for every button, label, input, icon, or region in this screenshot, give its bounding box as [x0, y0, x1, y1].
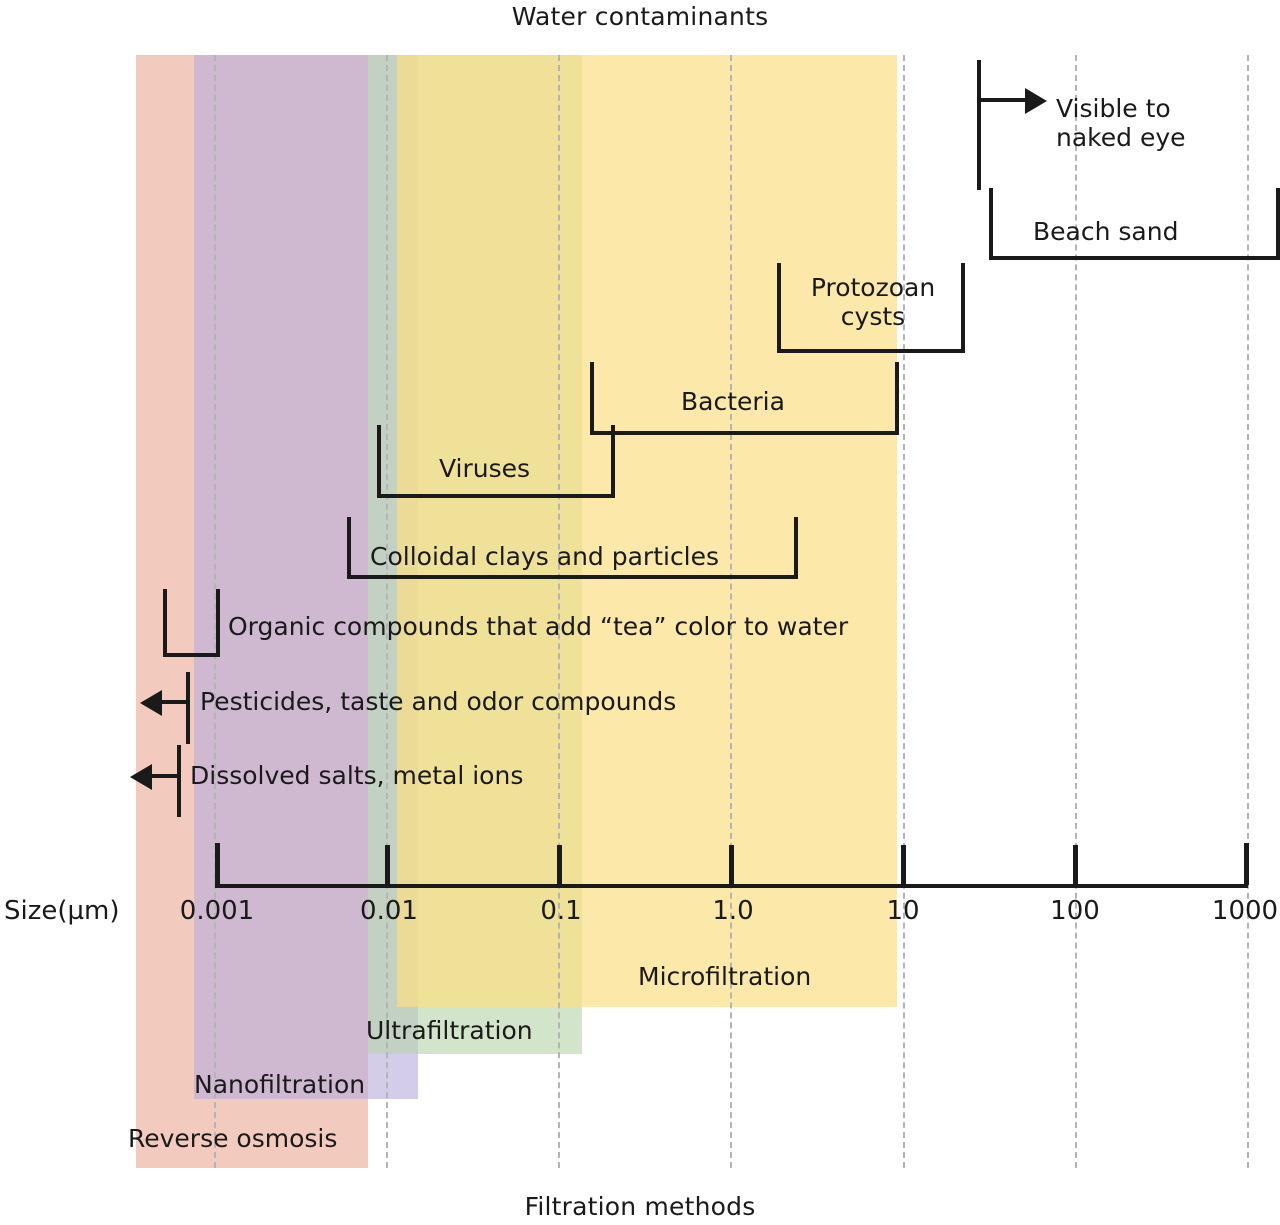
- bracket-label-bacteria: Bacteria: [681, 387, 785, 416]
- beach-sand-bar: [989, 256, 1280, 260]
- bracket-bacteria: [590, 362, 899, 435]
- colloidal-right-stem: [794, 517, 798, 579]
- axis-tick-10: [901, 845, 906, 885]
- axis-label-100: 100: [1050, 896, 1100, 926]
- page-title: Water contaminants: [511, 2, 769, 31]
- bracket-label-colloidal-clays: Colloidal clays and particles: [370, 542, 720, 571]
- bracket-protozoan-cysts: [777, 263, 965, 353]
- bracket-label-beach-sand: Beach sand: [1033, 217, 1179, 246]
- bracket-label-dissolved-salts: Dissolved salts, metal ions: [190, 761, 524, 790]
- bracket-beach-sand: [989, 188, 1280, 260]
- viruses-right-stem: [611, 425, 615, 498]
- axis-tick-0.1: [557, 845, 562, 885]
- organic-left-stem: [163, 589, 167, 657]
- axis-label-10: 10: [886, 896, 920, 926]
- arrow-right-icon: [1025, 88, 1047, 114]
- bacteria-right-stem: [895, 362, 899, 435]
- bracket-label-viruses: Viruses: [439, 454, 531, 483]
- band-label-microfiltration: Microfiltration: [638, 962, 812, 991]
- band-label-reverse-osmosis: Reverse osmosis: [128, 1124, 338, 1153]
- gridline-100: [1075, 55, 1077, 1168]
- bracket-label-pesticides: Pesticides, taste and odor compounds: [200, 687, 677, 716]
- axis-tick-100: [1073, 845, 1078, 885]
- gridline-1000: [1247, 55, 1249, 1168]
- axis-tick-1000: [1244, 843, 1249, 885]
- organic-right-stem: [216, 589, 220, 657]
- viruses-left-stem: [377, 425, 381, 498]
- size-axis-line: [215, 884, 1248, 888]
- salts-stem: [177, 745, 181, 817]
- gridline-10: [903, 55, 905, 1168]
- bracket-label-organic-compounds: Organic compounds that add “tea” color t…: [228, 612, 849, 641]
- bacteria-bar: [590, 431, 899, 435]
- beach-sand-left-stem: [989, 188, 993, 260]
- arrow-left-icon: [130, 764, 152, 790]
- beach-sand-right-stem: [1276, 188, 1280, 260]
- protozoan-bar: [777, 349, 965, 353]
- band-microfiltration: [397, 55, 897, 1007]
- axis-label-1.0: 1.0: [712, 896, 754, 926]
- salts-arrow-shaft: [145, 774, 178, 778]
- axis-tick-1.0: [729, 845, 734, 885]
- axis-label-1000: 1000: [1211, 896, 1279, 926]
- axis-caption: Size(µm): [4, 896, 120, 926]
- visible-arrow-shaft: [977, 98, 1029, 102]
- bracket-label-protozoan-cysts: Protozoan cysts: [810, 273, 936, 331]
- colloidal-left-stem: [347, 517, 351, 579]
- protozoan-right-stem: [961, 263, 965, 353]
- bacteria-left-stem: [590, 362, 594, 435]
- axis-label-0.1: 0.1: [540, 896, 582, 926]
- axis-tick-0.01: [385, 845, 390, 885]
- gridline-1.0: [730, 55, 732, 1168]
- pesticides-stem: [186, 672, 190, 744]
- viruses-bar: [377, 494, 615, 498]
- colloidal-bar: [347, 575, 798, 579]
- axis-tick-0.001: [215, 843, 220, 885]
- visible-stem: [977, 60, 981, 190]
- axis-label-0.001: 0.001: [179, 896, 255, 926]
- pesticides-arrow-shaft: [155, 700, 188, 704]
- organic-bar: [163, 653, 220, 657]
- gridline-0.1: [558, 55, 560, 1168]
- bracket-colloidal-clays: [347, 517, 798, 579]
- footer-title: Filtration methods: [524, 1192, 756, 1221]
- bracket-organic-compounds: [163, 589, 220, 657]
- band-label-ultrafiltration: Ultrafiltration: [366, 1016, 533, 1045]
- gridline-0.001: [214, 55, 216, 1168]
- bracket-viruses: [377, 425, 615, 498]
- axis-label-0.01: 0.01: [360, 896, 418, 926]
- band-label-nanofiltration: Nanofiltration: [194, 1070, 366, 1099]
- protozoan-left-stem: [777, 263, 781, 353]
- arrow-left-icon: [140, 690, 162, 716]
- bracket-label-visible-to-naked-eye: Visible to naked eye: [1056, 94, 1186, 152]
- gridline-0.01: [386, 55, 388, 1168]
